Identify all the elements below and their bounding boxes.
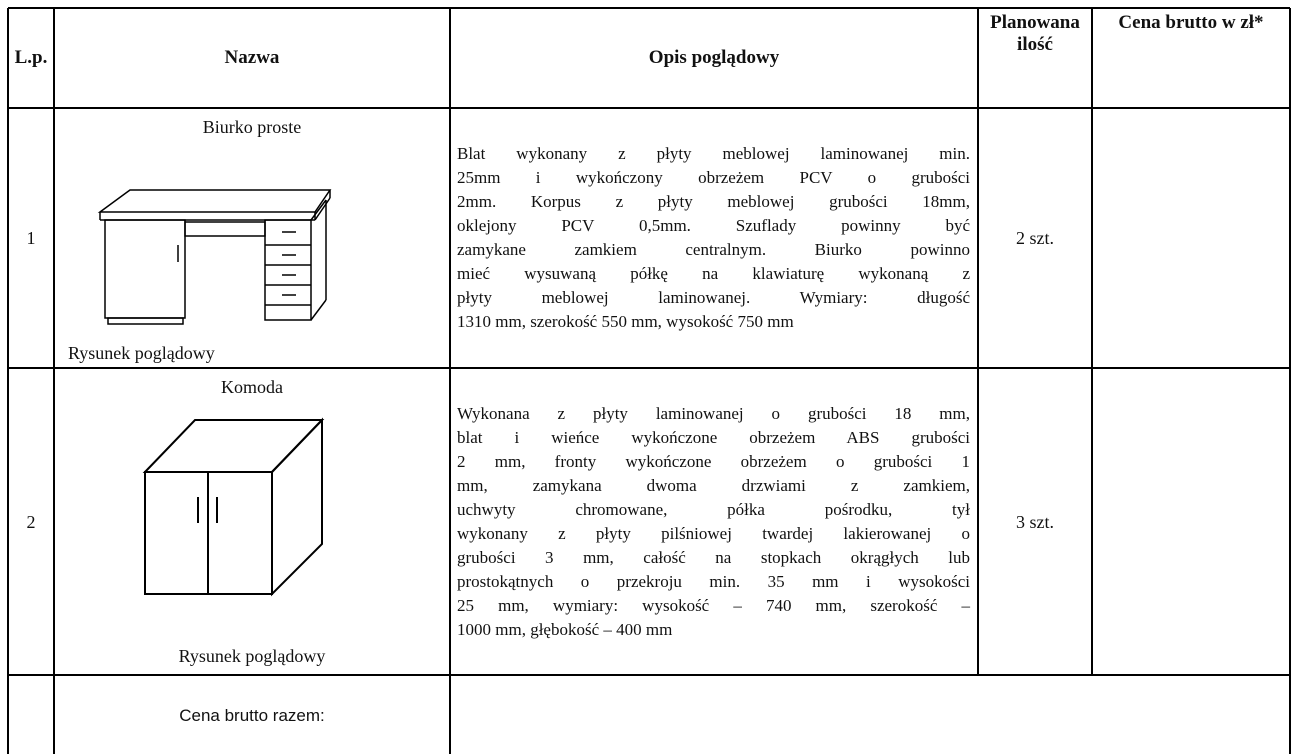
description-line: oklejony PCV 0,5mm. Szuflady powinny być bbox=[457, 216, 970, 235]
description-line: 1000 mm, głębokość – 400 mm bbox=[457, 619, 673, 639]
description-line: Wykonana z płyty laminowanej o grubości … bbox=[457, 403, 970, 423]
row-number: 2 bbox=[26, 511, 36, 532]
description-line: mieć wysuwaną półkę na klawiaturę wykona… bbox=[457, 264, 970, 283]
description-line: płyty meblowej laminowanej. Wymiary: dłu… bbox=[457, 288, 970, 307]
header-cell: L.p. bbox=[14, 47, 48, 68]
quantity: 2 szt. bbox=[1016, 228, 1054, 248]
total-label: Cena brutto razem: bbox=[179, 706, 325, 725]
description-line: 2mm. Korpus z płyty meblowej grubości 18… bbox=[457, 192, 970, 211]
dresser-drawing bbox=[142, 417, 325, 597]
description-line: 25mm i wykończony obrzeżem PCV o grubośc… bbox=[457, 168, 970, 187]
description-line: 2 mm, fronty wykończone obrzeżem o grubo… bbox=[457, 451, 970, 471]
description-line: mm, zamykana dwoma drzwiami z zamkiem, bbox=[457, 475, 970, 495]
description-line: 25 mm, wymiary: wysokość – 740 mm, szero… bbox=[457, 595, 970, 615]
description-line: uchwyty chromowane, półka pośrodku, tył bbox=[457, 499, 970, 519]
description: Wykonana z płyty laminowanej o grubości … bbox=[457, 402, 970, 642]
description-line: 1310 mm, szerokość 550 mm, wysokość 750 … bbox=[457, 312, 794, 331]
drawing-caption: Rysunek poglądowy bbox=[68, 343, 215, 363]
header-cell: Cena brutto w zł* bbox=[1118, 12, 1264, 33]
description-line: blat i wieńce wykończone obrzeżem ABS gr… bbox=[457, 427, 970, 447]
item-name: Biurko proste bbox=[202, 117, 302, 137]
item-name: Komoda bbox=[221, 377, 283, 397]
header-cell: Nazwa bbox=[224, 47, 280, 68]
description: Blat wykonany z płyty meblowej laminowan… bbox=[457, 142, 970, 334]
quantity: 3 szt. bbox=[1016, 511, 1054, 532]
desk-drawing bbox=[97, 189, 332, 325]
header-cell: Planowana ilość bbox=[990, 12, 1080, 55]
header-cell: Opis poglądowy bbox=[648, 47, 780, 68]
description-line: zamykane zamkiem centralnym. Biurko powi… bbox=[457, 240, 970, 259]
description-line: grubości 3 mm, całość na stopkach okrągł… bbox=[457, 547, 970, 567]
row-number: 1 bbox=[26, 228, 36, 248]
description-line: wykonany z płyty pilśniowej twardej laki… bbox=[457, 523, 970, 543]
description-line: prostokątnych o przekroju min. 35 mm i w… bbox=[457, 571, 970, 591]
drawing-caption: Rysunek poglądowy bbox=[178, 646, 326, 666]
description-line: Blat wykonany z płyty meblowej laminowan… bbox=[457, 144, 970, 163]
